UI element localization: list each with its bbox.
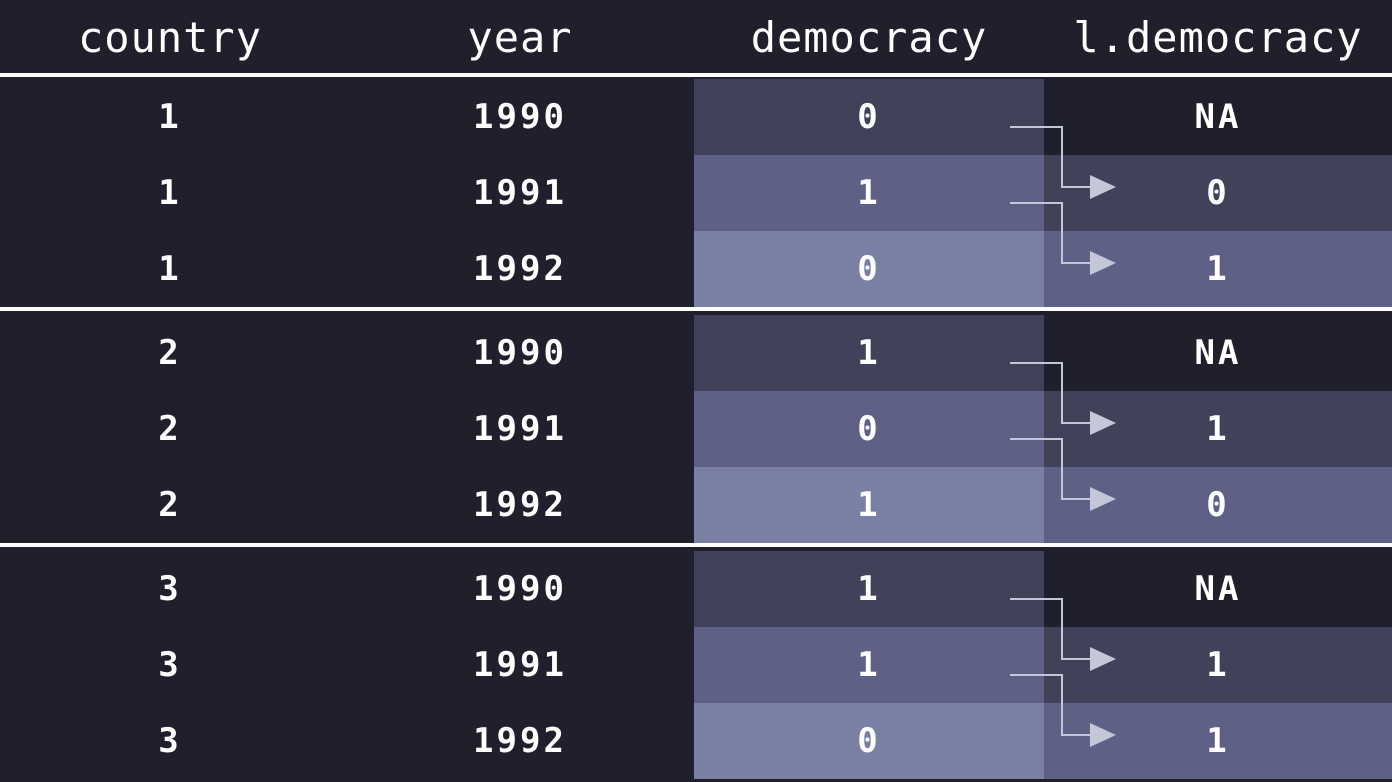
democracy-cell: 1 [857, 485, 881, 525]
democracy-cell: 1 [857, 173, 881, 213]
year-cell: 1990 [473, 333, 567, 373]
democracy-cell-shade [694, 551, 1044, 627]
democracy-cell: 0 [857, 249, 881, 289]
democracy-cell: 0 [857, 721, 881, 761]
country-cell: 1 [158, 173, 182, 213]
country-cell: 1 [158, 249, 182, 289]
lag-arrow-line [1010, 202, 1090, 264]
group-separator [0, 307, 1392, 311]
democracy-cell-shade [694, 391, 1044, 467]
lag-democracy-cell: 1 [1206, 409, 1230, 449]
lag-arrow-line [1010, 438, 1090, 500]
header-lag-democracy: l.democracy [1073, 13, 1363, 62]
lag-arrow-head [1090, 175, 1116, 199]
democracy-cell: 1 [857, 333, 881, 373]
group-separator [0, 543, 1392, 547]
header-country: country [77, 13, 262, 62]
democracy-cell: 1 [857, 569, 881, 609]
lag-arrow-line [1010, 674, 1090, 736]
header-rule [0, 73, 1392, 77]
header-democracy: democracy [750, 13, 988, 62]
democracy-cell-shade [694, 155, 1044, 231]
country-cell: 2 [158, 333, 182, 373]
lag-arrow-head [1090, 647, 1116, 671]
lag-arrow-head [1090, 251, 1116, 275]
lag-arrow-line [1010, 126, 1090, 188]
lag-arrow-head [1090, 723, 1116, 747]
democracy-cell-shade [694, 315, 1044, 391]
lag-democracy-cell: 1 [1206, 645, 1230, 685]
header-year: year [467, 13, 573, 62]
lag-democracy-cell: NA [1194, 569, 1242, 609]
lag-arrow-head [1090, 411, 1116, 435]
lag-democracy-cell: NA [1194, 333, 1242, 373]
lag-arrow-line [1010, 598, 1090, 660]
lag-democracy-cell: NA [1194, 97, 1242, 137]
democracy-cell-shade [694, 467, 1044, 543]
lag-arrow-head [1090, 487, 1116, 511]
year-cell: 1991 [473, 409, 567, 449]
lag-democracy-cell: 1 [1206, 249, 1230, 289]
democracy-cell-shade [694, 79, 1044, 155]
year-cell: 1992 [473, 249, 567, 289]
year-cell: 1991 [473, 645, 567, 685]
lag-democracy-cell: 0 [1206, 485, 1230, 525]
democracy-cell-shade [694, 627, 1044, 703]
democracy-cell: 0 [857, 97, 881, 137]
country-cell: 1 [158, 97, 182, 137]
country-cell: 2 [158, 409, 182, 449]
democracy-cell-shade [694, 231, 1044, 307]
year-cell: 1990 [473, 569, 567, 609]
democracy-cell-shade [694, 703, 1044, 779]
year-cell: 1992 [473, 485, 567, 525]
year-cell: 1992 [473, 721, 567, 761]
democracy-cell: 1 [857, 645, 881, 685]
lag-democracy-cell: 1 [1206, 721, 1230, 761]
country-cell: 2 [158, 485, 182, 525]
lag-arrow-line [1010, 362, 1090, 424]
country-cell: 3 [158, 721, 182, 761]
year-cell: 1990 [473, 97, 567, 137]
year-cell: 1991 [473, 173, 567, 213]
country-cell: 3 [158, 645, 182, 685]
country-cell: 3 [158, 569, 182, 609]
lag-democracy-cell: 0 [1206, 173, 1230, 213]
democracy-cell: 0 [857, 409, 881, 449]
